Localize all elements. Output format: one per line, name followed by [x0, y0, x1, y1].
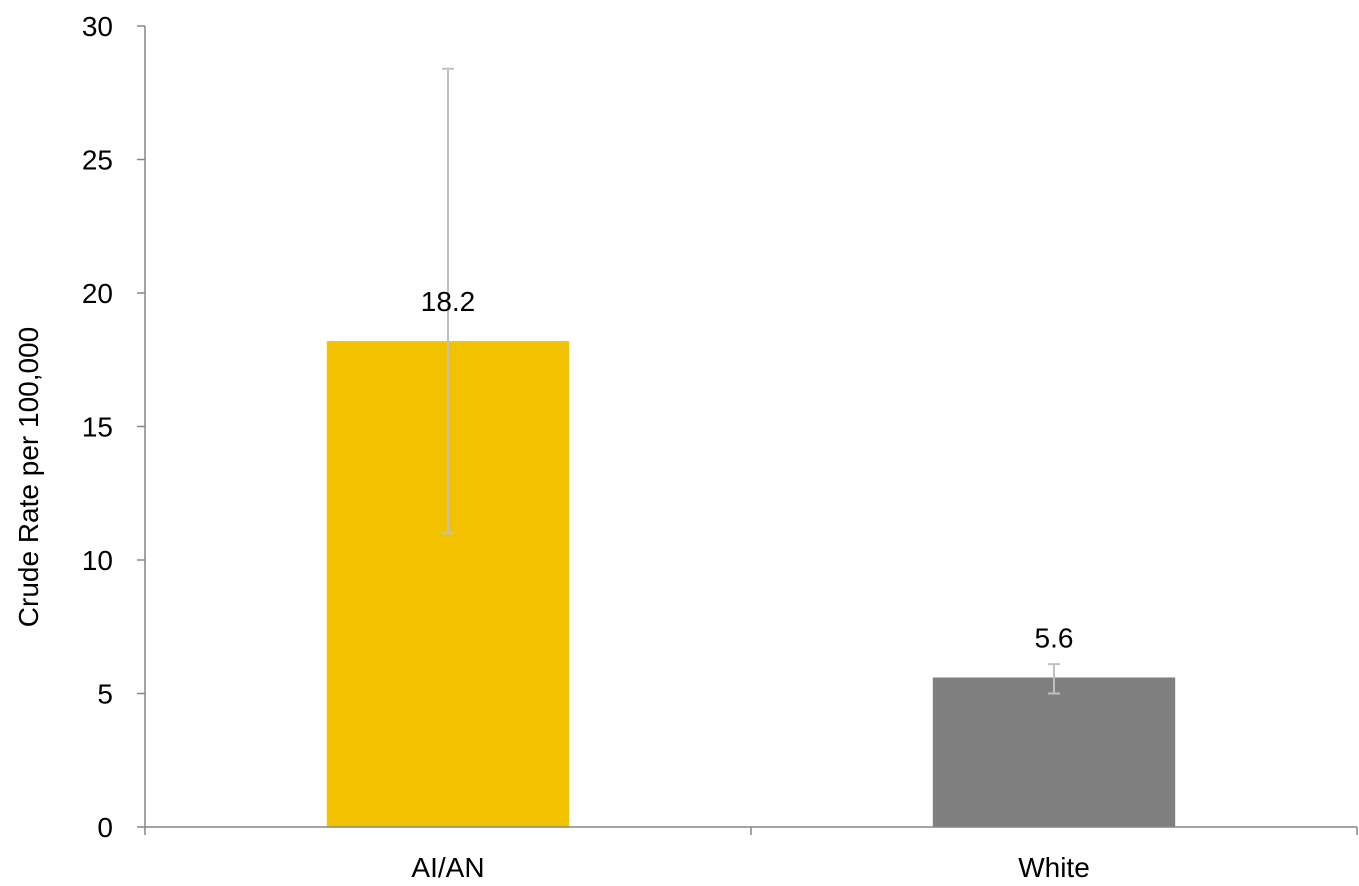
x-tick-label: AI/AN [411, 852, 484, 883]
error-bar-white [1048, 663, 1060, 695]
bar-white [932, 677, 1176, 827]
error-bars-layer [442, 67, 1060, 695]
y-tick-label: 20 [82, 278, 113, 309]
y-axis-title: Crude Rate per 100,000 [13, 327, 44, 627]
x-tick-label: White [1018, 852, 1090, 883]
axes-layer [137, 25, 1358, 835]
bars-layer [326, 341, 1176, 827]
y-tick-label: 30 [82, 11, 113, 42]
y-tick-label: 15 [82, 412, 113, 443]
data-label: 18.2 [421, 286, 476, 317]
data-label: 5.6 [1035, 622, 1074, 653]
error-bar-ai-an [442, 67, 454, 535]
y-tick-label: 5 [97, 679, 113, 710]
y-tick-label: 25 [82, 145, 113, 176]
y-tick-label: 0 [97, 812, 113, 843]
labels-layer: 18.2 AI/AN 5.6 White 0 5 10 15 20 25 30 [82, 11, 1090, 883]
y-tick-label: 10 [82, 545, 113, 576]
